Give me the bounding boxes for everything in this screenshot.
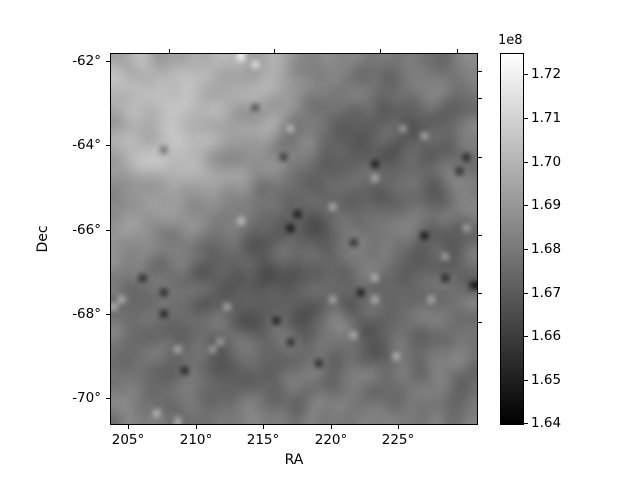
colorbar-tick-label: 1.70 (531, 154, 562, 170)
y-tick-mark-right (478, 235, 482, 237)
y-tick-mark (106, 145, 110, 147)
colorbar-tick-label: 1.65 (531, 372, 562, 388)
y-tick-mark (106, 230, 110, 232)
y-tick-mark-right (478, 293, 482, 295)
colorbar-tick-label: 1.67 (531, 285, 562, 301)
x-tick-mark (331, 425, 333, 429)
x-tick-label: 215° (246, 432, 280, 448)
y-tick-mark-right (478, 322, 482, 324)
colorbar-tick-label: 1.69 (531, 197, 562, 213)
y-tick-label: -66° (72, 222, 101, 238)
x-tick-label: 210° (179, 432, 213, 448)
y-tick-mark (106, 398, 110, 400)
colorbar-tick-mark (524, 118, 528, 120)
x-tick-mark-top (380, 49, 382, 53)
x-tick-mark-top (169, 49, 171, 53)
y-tick-label: -68° (72, 306, 101, 322)
colorbar-tick-label: 1.64 (531, 415, 562, 431)
colorbar-tick-label: 1.71 (531, 110, 562, 126)
colorbar[interactable] (500, 53, 524, 425)
colorbar-tick-mark (524, 423, 528, 425)
x-tick-mark (398, 425, 400, 429)
x-axis-label: RA (284, 452, 304, 468)
x-tick-label: 205° (111, 432, 145, 448)
y-tick-mark-right (478, 98, 482, 100)
heatmap-image (111, 54, 477, 424)
colorbar-tick-mark (524, 336, 528, 338)
x-tick-label: 220° (314, 432, 348, 448)
x-tick-mark (263, 425, 265, 429)
y-tick-mark-right (478, 71, 482, 73)
x-tick-mark (196, 425, 198, 429)
y-axis-label: Dec (35, 225, 51, 253)
y-tick-mark (106, 314, 110, 316)
x-tick-label: 225° (381, 432, 415, 448)
y-tick-label: -62° (72, 53, 101, 69)
colorbar-tick-label: 1.68 (531, 241, 562, 257)
heatmap-canvas (111, 54, 477, 424)
y-tick-mark-right (478, 157, 482, 159)
sky-map-axes[interactable] (110, 53, 478, 425)
x-tick-mark (128, 425, 130, 429)
y-tick-label: -64° (72, 137, 101, 153)
colorbar-tick-mark (524, 162, 528, 164)
x-tick-mark-top (457, 49, 459, 53)
colorbar-tick-mark (524, 293, 528, 295)
colorbar-tick-label: 1.72 (531, 66, 562, 82)
colorbar-tick-mark (524, 380, 528, 382)
colorbar-tick-label: 1.66 (531, 328, 562, 344)
colorbar-tick-mark (524, 205, 528, 207)
y-tick-mark (106, 61, 110, 63)
colorbar-tick-mark (524, 74, 528, 76)
colorbar-tick-mark (524, 249, 528, 251)
y-tick-label: -70° (72, 390, 101, 406)
x-tick-mark-top (274, 49, 276, 53)
colorbar-offset-text: 1e8 (498, 33, 523, 48)
